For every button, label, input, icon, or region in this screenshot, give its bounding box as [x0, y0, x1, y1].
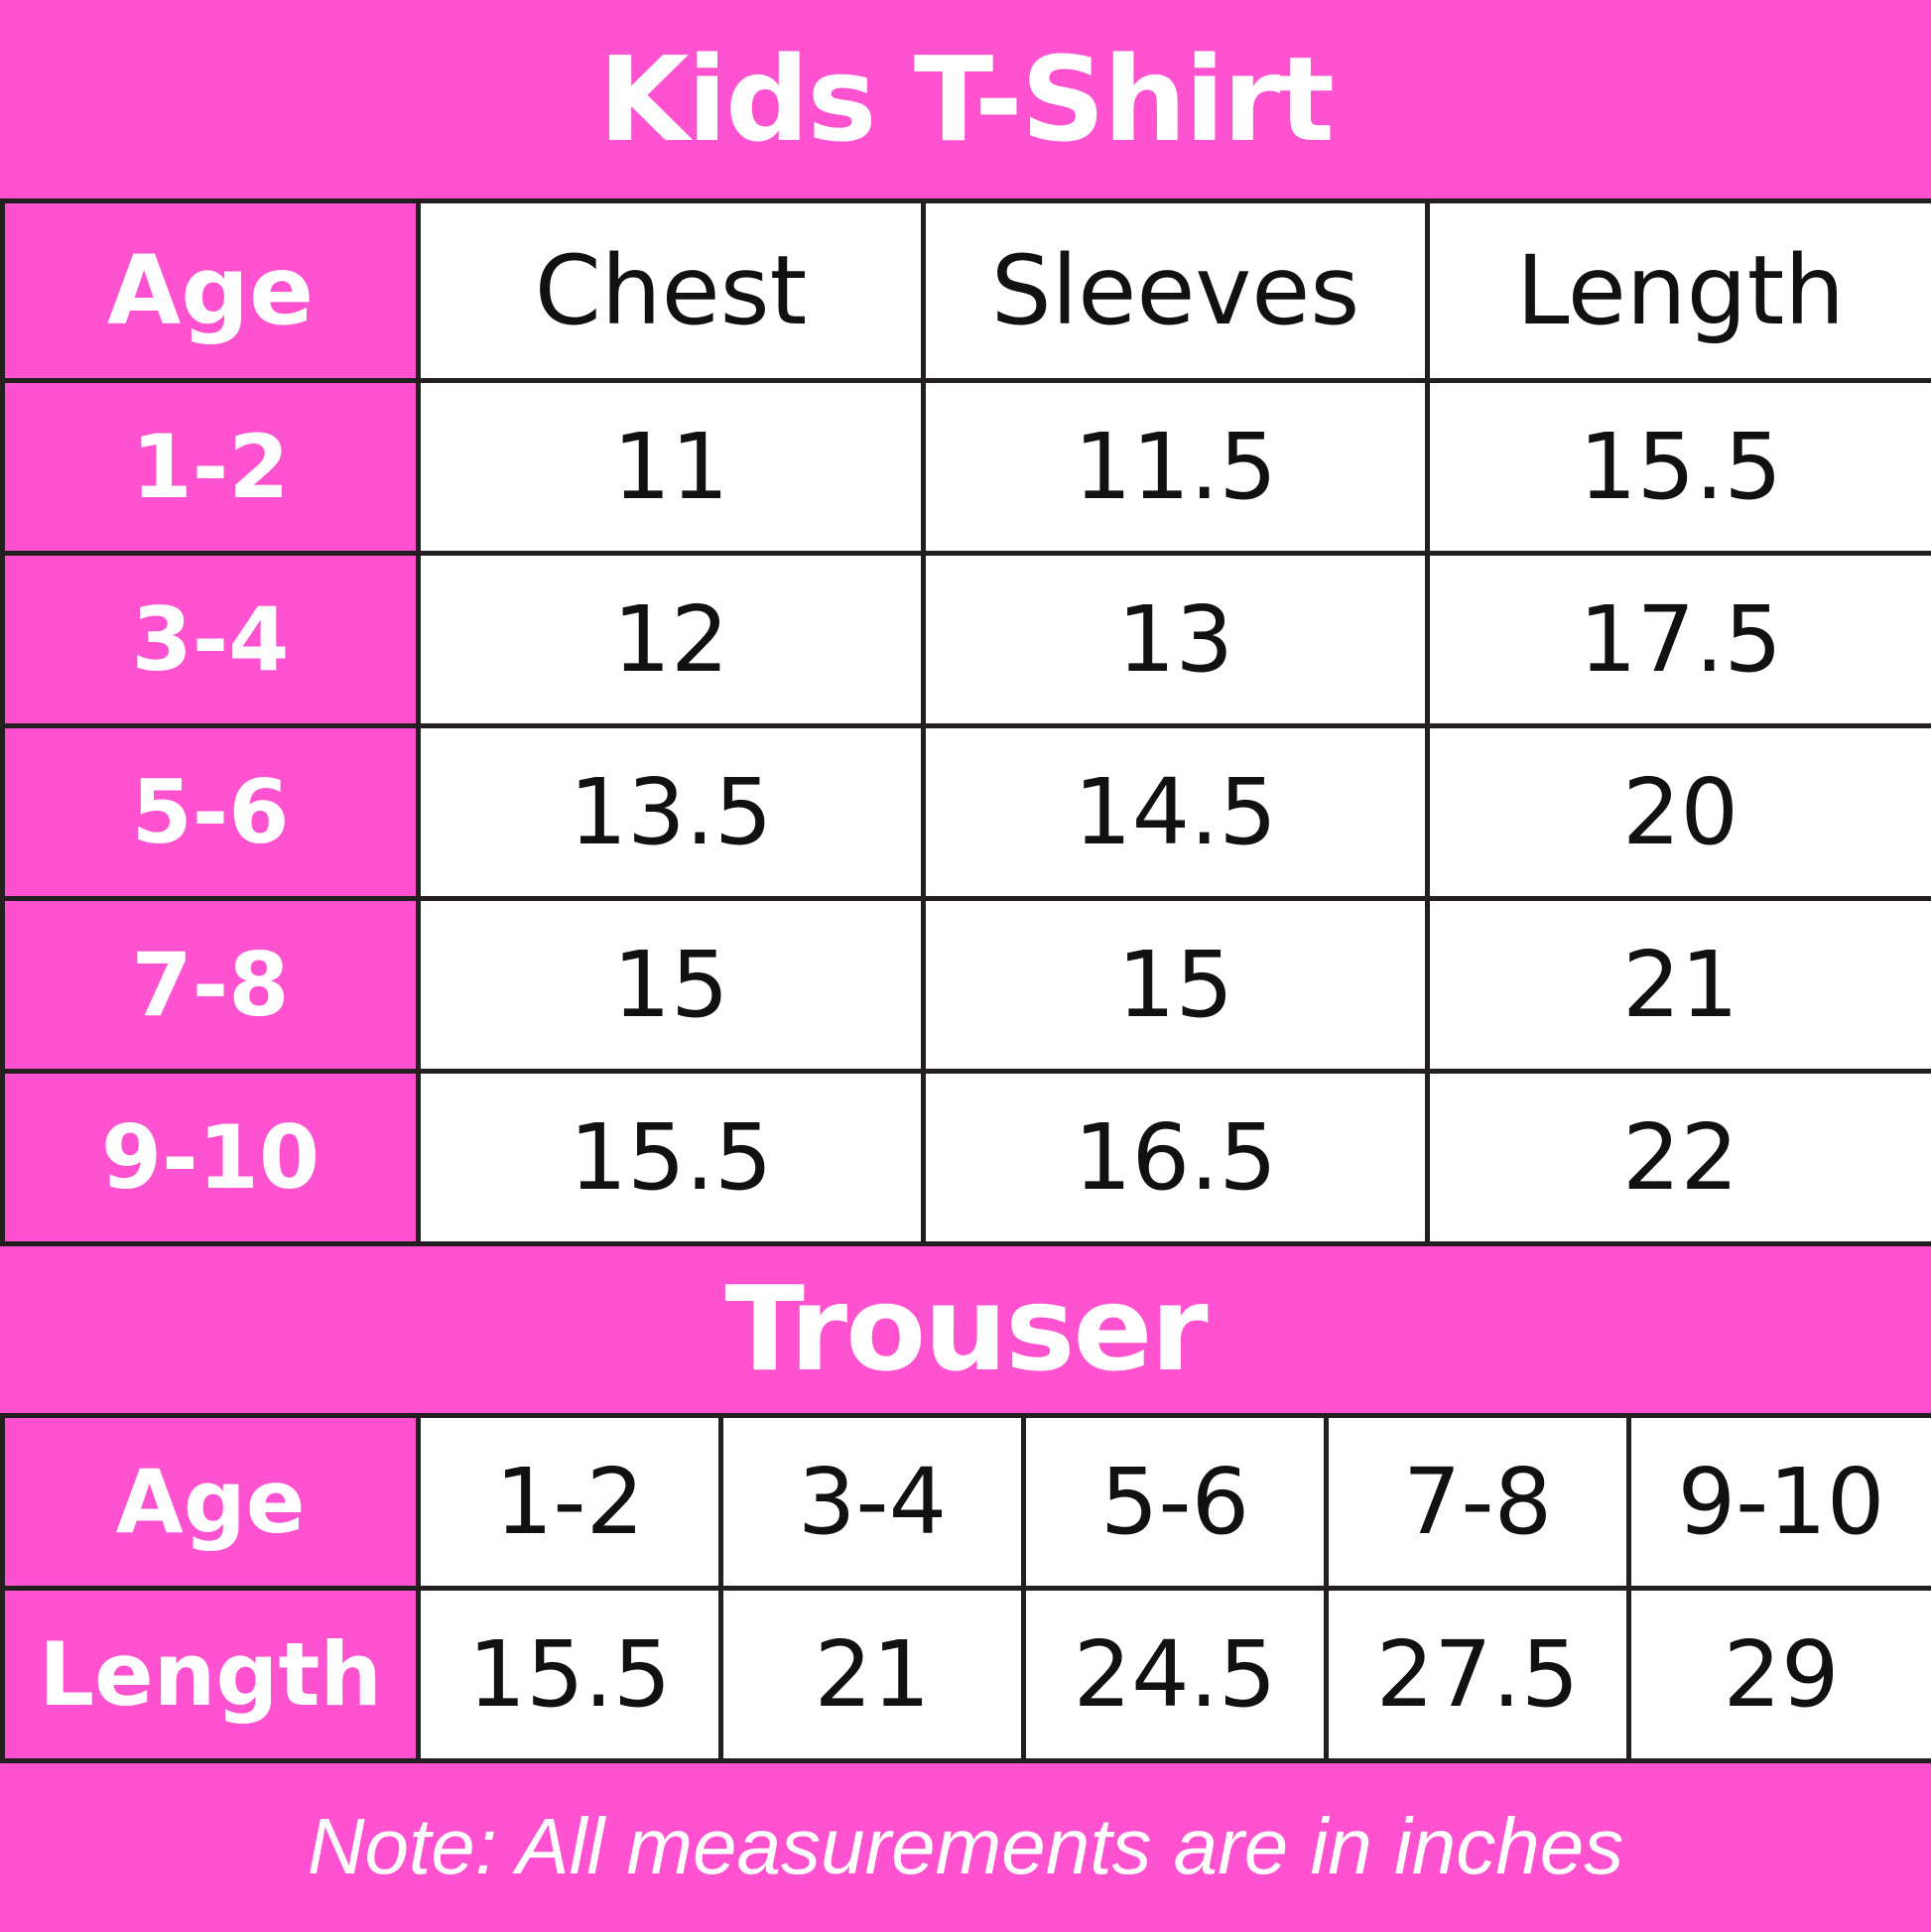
measurement-cell: 21 [1425, 896, 1931, 1074]
measurement-cell: 11.5 [921, 378, 1430, 556]
tshirt-size-table: Age Chest Sleeves Length 1-2 11 11.5 15.5 3-4 12 1… [0, 198, 1931, 1246]
table-row: 5-6 13.5 14.5 20 [0, 723, 1931, 901]
age-cell: 9-10 [0, 1069, 421, 1246]
row-label: Length [0, 1586, 421, 1763]
table-row: 7-8 15 15 21 [0, 896, 1931, 1074]
column-header: Chest [416, 198, 926, 383]
header-row: Age Chest Sleeves Length [0, 198, 1931, 383]
value-cell: 15.5 [416, 1586, 723, 1763]
value-cell: 7-8 [1324, 1413, 1631, 1591]
row-label: Age [0, 1413, 421, 1591]
measurement-cell: 13.5 [416, 723, 926, 901]
measurement-cell: 22 [1425, 1069, 1931, 1246]
value-cell: 21 [718, 1586, 1026, 1763]
value-cell: 24.5 [1021, 1586, 1329, 1763]
table-row: 3-4 12 13 17.5 [0, 551, 1931, 728]
column-header: Age [0, 198, 421, 383]
column-header: Length [1425, 198, 1931, 383]
age-cell: 7-8 [0, 896, 421, 1074]
value-cell: 3-4 [718, 1413, 1026, 1591]
trouser-size-table: Age 1-2 3-4 5-6 7-8 9-10 Length 15.5 21 24.5 27.5 2… [0, 1413, 1931, 1763]
table-row: Age 1-2 3-4 5-6 7-8 9-10 [0, 1413, 1931, 1591]
value-cell: 27.5 [1324, 1586, 1631, 1763]
measurement-cell: 15.5 [416, 1069, 926, 1246]
measurement-cell: 15.5 [1425, 378, 1931, 556]
value-cell: 9-10 [1626, 1413, 1931, 1591]
measurement-cell: 11 [416, 378, 926, 556]
measurement-cell: 15 [416, 896, 926, 1074]
measurement-cell: 17.5 [1425, 551, 1931, 728]
age-cell: 1-2 [0, 378, 421, 556]
measurement-note: Note: All measurements are in inches [307, 1802, 1624, 1890]
measurement-cell: 16.5 [921, 1069, 1430, 1246]
age-cell: 5-6 [0, 723, 421, 901]
value-cell: 29 [1626, 1586, 1931, 1763]
value-cell: 5-6 [1021, 1413, 1329, 1591]
measurement-cell: 12 [416, 551, 926, 728]
column-header: Sleeves [921, 198, 1430, 383]
trouser-title: Trouser [724, 1260, 1208, 1397]
measurement-cell: 15 [921, 896, 1430, 1074]
tshirt-title: Kids T-Shirt [598, 31, 1335, 168]
measurement-cell: 14.5 [921, 723, 1430, 901]
age-cell: 3-4 [0, 551, 421, 728]
measurement-cell: 20 [1425, 723, 1931, 901]
measurement-cell: 13 [921, 551, 1430, 728]
table-row: Length 15.5 21 24.5 27.5 29 [0, 1586, 1931, 1763]
table-row: 9-10 15.5 16.5 22 [0, 1069, 1931, 1246]
value-cell: 1-2 [416, 1413, 723, 1591]
table-row: 1-2 11 11.5 15.5 [0, 378, 1931, 556]
